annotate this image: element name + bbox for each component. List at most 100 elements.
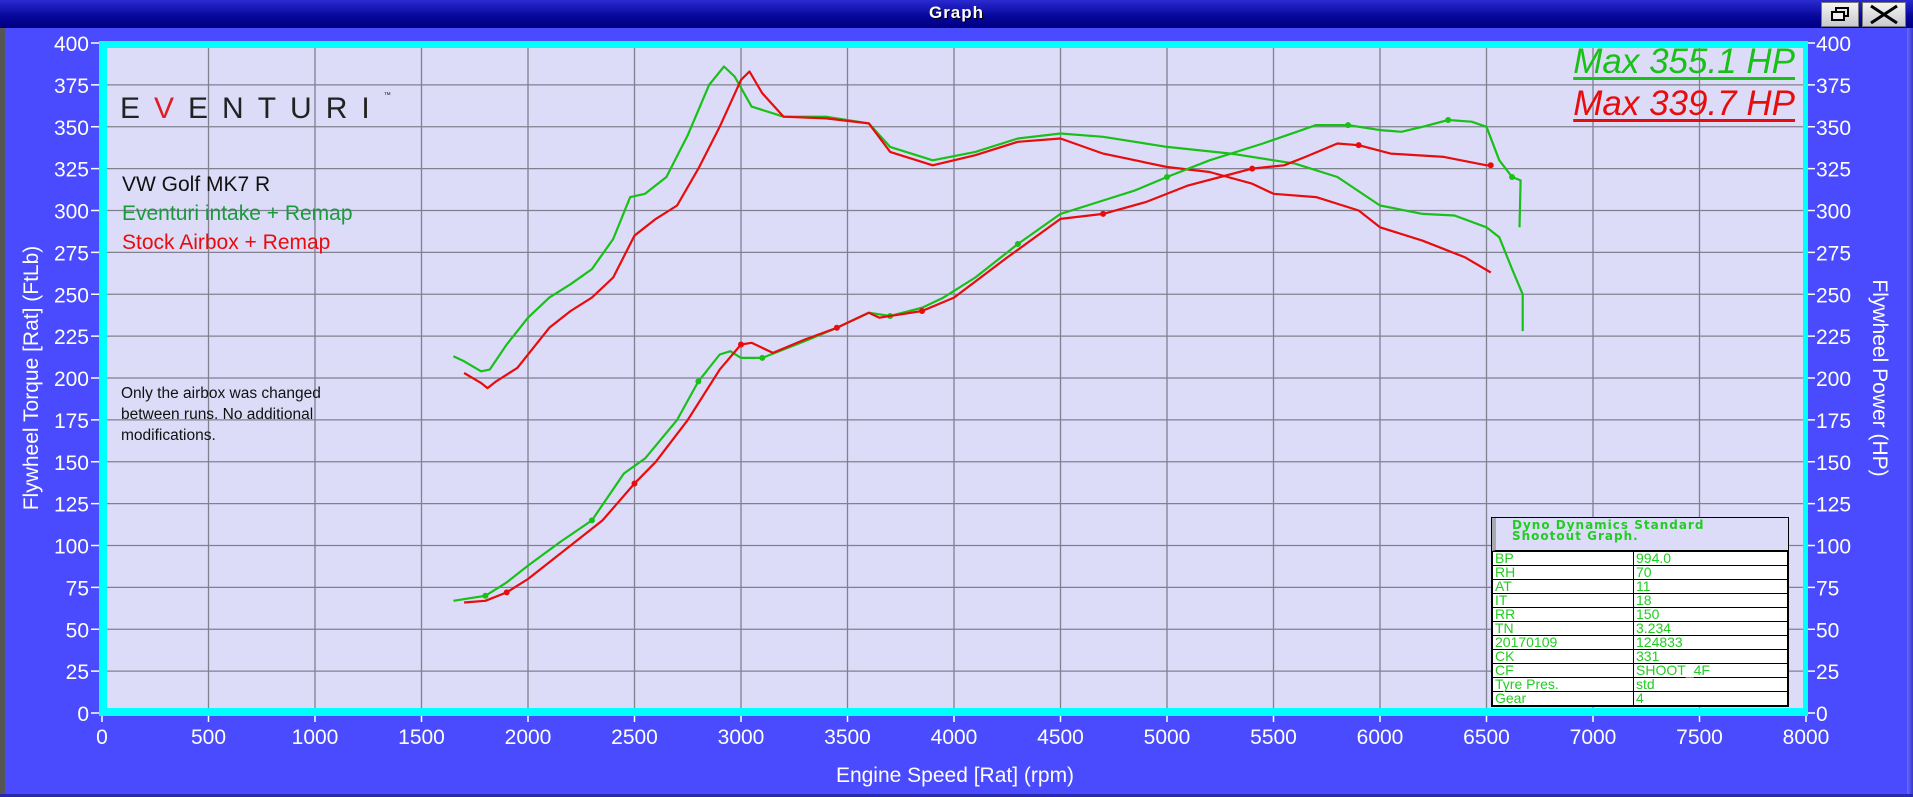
window-frame-right: [1907, 28, 1913, 797]
x-tick-label: 3000: [718, 726, 765, 749]
x-tick-label: 5500: [1250, 726, 1297, 749]
y-tick-label-right: 125: [1816, 494, 1851, 517]
eventuri-torque-curve: [452, 65, 1524, 373]
y-axis-right-title: Flywheel Power (HP): [1868, 279, 1891, 476]
y-tick-label-left: 375: [54, 75, 89, 98]
info-key: RH: [1492, 565, 1634, 580]
y-tick-label-right: 275: [1816, 242, 1851, 265]
power-marker: [588, 517, 595, 524]
x-tick-label: 6000: [1357, 726, 1404, 749]
info-value: 994.0: [1633, 551, 1788, 566]
x-tick-label: 500: [191, 726, 226, 749]
info-row: Tyre Pres. std: [1492, 677, 1788, 692]
power-marker: [1355, 142, 1362, 149]
y-tick-label-right: 250: [1816, 284, 1851, 307]
x-tick-label: 5000: [1144, 726, 1191, 749]
x-tick-label: 1500: [398, 726, 445, 749]
legend-red: Stock Airbox + Remap: [122, 231, 331, 254]
y-tick-label-right: 325: [1816, 159, 1851, 182]
info-key: Gear: [1492, 691, 1634, 706]
y-tick-label-right: 150: [1816, 452, 1851, 475]
info-key: 20170109: [1492, 635, 1634, 650]
y-tick-label-right: 300: [1816, 201, 1851, 224]
y-tick-label-right: 0: [1816, 703, 1828, 726]
info-row: IT 18: [1492, 593, 1788, 608]
power-marker: [1249, 165, 1256, 172]
info-table-title: Dyno Dynamics Standard Shootout Graph.: [1492, 518, 1788, 551]
info-value: 4: [1633, 691, 1788, 706]
restore-window-button[interactable]: [1821, 2, 1859, 27]
run-note: Only the airbox was changed between runs…: [121, 383, 321, 446]
vehicle-label: VW Golf MK7 R: [122, 173, 271, 196]
x-tick-label: 6500: [1463, 726, 1510, 749]
window-frame-bottom: [0, 794, 1913, 797]
window-title-bar[interactable]: Graph: [0, 0, 1913, 28]
close-button[interactable]: [1862, 2, 1906, 27]
power-marker: [1100, 210, 1107, 217]
y-tick-label-left: 175: [54, 410, 89, 433]
y-tick-label-left: 100: [54, 536, 89, 559]
stock-torque-curve: [463, 70, 1492, 390]
eventuri-power-curve: [453, 118, 1522, 602]
y-tick-label-right: 175: [1816, 410, 1851, 433]
x-tick-label: 7500: [1676, 726, 1723, 749]
y-tick-label-left: 200: [54, 368, 89, 391]
info-title-line: Shootout Graph.: [1512, 529, 1639, 543]
y-tick-label-left: 150: [54, 452, 89, 475]
info-value: 11: [1633, 579, 1788, 594]
power-marker: [1509, 174, 1516, 180]
power-marker: [503, 589, 510, 596]
power-marker: [695, 378, 702, 385]
y-tick-label-left: 400: [54, 33, 89, 56]
restore-window-icon: [1831, 7, 1849, 21]
y-tick-label-left: 50: [66, 619, 89, 642]
note-line: modifications.: [121, 427, 216, 444]
window-title: Graph: [928, 3, 985, 22]
dyno-info-table: Dyno Dynamics Standard Shootout Graph. B…: [1491, 517, 1789, 707]
power-marker: [1345, 122, 1352, 129]
x-tick-label: 3500: [824, 726, 871, 749]
power-marker: [738, 341, 744, 348]
stock-power-curve: [464, 142, 1491, 604]
legend-green: Eventuri intake + Remap: [122, 202, 353, 225]
power-marker: [1014, 241, 1021, 247]
info-row: CK 331: [1492, 649, 1788, 664]
info-key: Tyre Pres.: [1492, 677, 1634, 692]
power-marker: [759, 354, 766, 361]
x-tick-label: 4500: [1037, 726, 1084, 749]
y-tick-label-right: 100: [1816, 536, 1851, 559]
x-tick-label: 4000: [931, 726, 978, 749]
x-tick-label: 0: [96, 726, 108, 749]
window-frame-left: [0, 28, 5, 797]
max-power-green: Max 355.1 HP: [1573, 42, 1795, 81]
y-tick-label-left: 0: [77, 703, 89, 726]
info-value: std: [1633, 677, 1788, 692]
info-row: 20170109 124833: [1492, 635, 1788, 650]
y-tick-label-left: 75: [66, 577, 89, 600]
eventuri-logo: EVENTURI™: [120, 92, 391, 125]
info-value: 70: [1633, 565, 1788, 580]
y-axis-left-title: Flywheel Torque [Rat] (FtLb): [20, 246, 43, 511]
y-tick-label-left: 225: [54, 326, 89, 349]
info-table-body: BP 994.0 RH 70 AT 11 IT 18 RR 150 TN 3.234 20170109 1…: [1492, 551, 1788, 706]
close-icon: [1870, 4, 1898, 25]
info-key: AT: [1492, 579, 1634, 594]
curves: [452, 65, 1524, 604]
x-axis-title: Engine Speed [Rat] (rpm): [836, 764, 1074, 787]
y-tick-label-right: 350: [1816, 117, 1851, 140]
y-tick-label-left: 325: [54, 159, 89, 182]
info-value: SHOOT_4F: [1633, 663, 1788, 678]
power-marker: [833, 324, 840, 331]
power-marker: [1487, 162, 1494, 169]
y-tick-label-right: 400: [1816, 33, 1851, 56]
power-marker: [1164, 174, 1170, 180]
axis-ticks: 0 500 1000 1500 2000 2500 3000 3500 4000 4500 5000…: [54, 33, 1851, 749]
x-tick-label: 7000: [1570, 726, 1617, 749]
x-tick-label: 1000: [292, 726, 339, 749]
power-marker: [1445, 117, 1452, 124]
y-tick-label-left: 350: [54, 117, 89, 140]
y-tick-label-left: 275: [54, 242, 89, 265]
y-tick-label-right: 375: [1816, 75, 1851, 98]
max-power-red: Max 339.7 HP: [1573, 84, 1795, 123]
power-marker: [919, 308, 926, 314]
